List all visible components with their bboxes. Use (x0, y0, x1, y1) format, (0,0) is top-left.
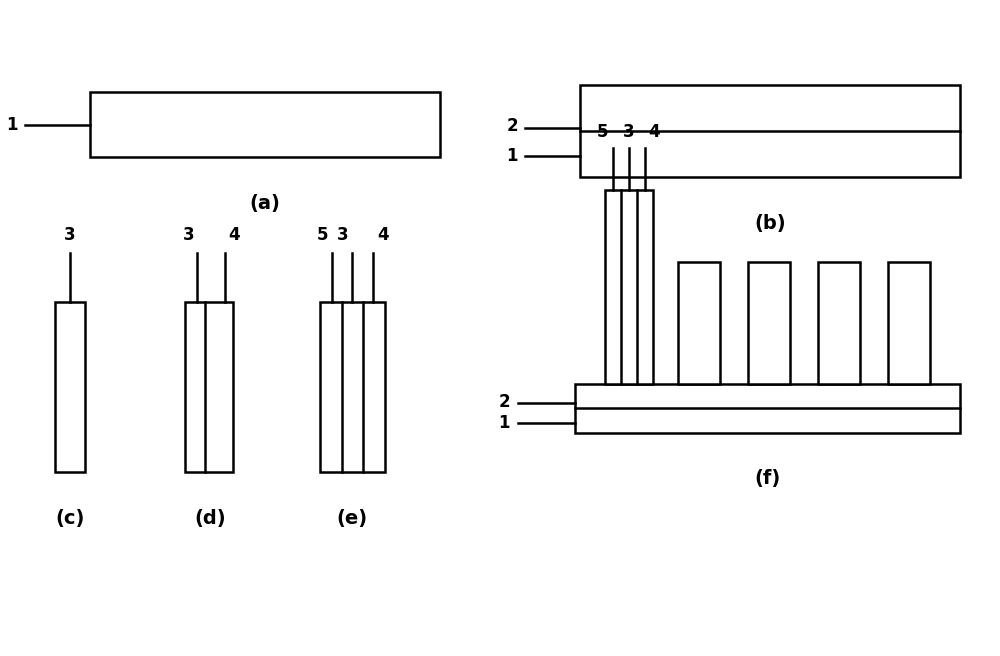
Text: (f): (f) (755, 470, 781, 488)
Bar (575, 384, 960, 433)
Text: 2: 2 (506, 117, 518, 135)
Text: 3: 3 (336, 226, 348, 244)
Bar (320, 302, 385, 472)
Bar (888, 262, 930, 384)
Text: 5: 5 (596, 123, 608, 141)
Text: 3: 3 (623, 123, 635, 141)
Bar (90, 92, 440, 157)
Text: 1: 1 (7, 115, 18, 134)
Text: 1: 1 (507, 147, 518, 165)
Text: 4: 4 (648, 123, 660, 141)
Text: (c): (c) (55, 509, 85, 527)
Bar (580, 85, 960, 177)
Text: 3: 3 (182, 226, 194, 244)
Text: 2: 2 (498, 393, 510, 411)
Text: (d): (d) (194, 509, 226, 527)
Bar (185, 302, 233, 472)
Text: 4: 4 (377, 226, 389, 244)
Bar (678, 262, 720, 384)
Text: 3: 3 (64, 226, 76, 244)
Text: (b): (b) (754, 214, 786, 232)
Text: (e): (e) (336, 509, 368, 527)
Bar (818, 262, 860, 384)
Text: (a): (a) (250, 194, 280, 213)
Text: 1: 1 (498, 414, 510, 432)
Text: 5: 5 (316, 226, 328, 244)
Text: 4: 4 (228, 226, 240, 244)
Bar (55, 302, 85, 472)
Bar (748, 262, 790, 384)
Bar (605, 190, 653, 384)
